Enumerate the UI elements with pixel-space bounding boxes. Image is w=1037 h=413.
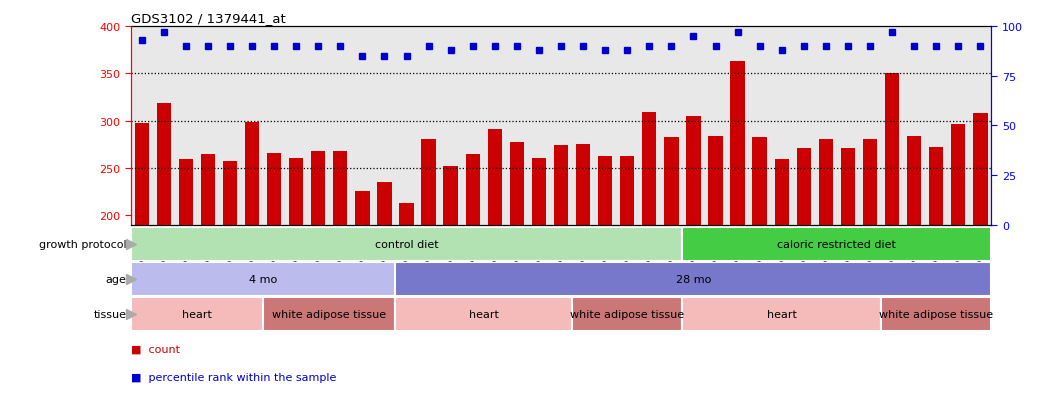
Bar: [642, 113, 656, 225]
Text: heart: heart: [181, 309, 212, 319]
Bar: [973, 114, 987, 225]
Bar: [395, 262, 991, 296]
Bar: [863, 139, 877, 225]
Bar: [421, 140, 436, 225]
Bar: [682, 297, 881, 331]
Bar: [245, 123, 259, 225]
Bar: [131, 227, 682, 261]
Bar: [951, 125, 965, 225]
Bar: [576, 145, 590, 225]
Bar: [682, 227, 991, 261]
Bar: [686, 116, 701, 225]
Bar: [444, 166, 458, 225]
Bar: [818, 140, 833, 225]
Bar: [131, 297, 263, 331]
Text: white adipose tissue: white adipose tissue: [879, 309, 993, 319]
Text: heart: heart: [469, 309, 499, 319]
Bar: [157, 103, 171, 225]
Bar: [753, 137, 766, 225]
Text: growth protocol: growth protocol: [38, 239, 127, 249]
Bar: [131, 262, 395, 296]
Bar: [263, 297, 395, 331]
Bar: [178, 160, 193, 225]
Bar: [907, 136, 921, 225]
Text: tissue: tissue: [93, 309, 127, 319]
Bar: [395, 297, 572, 331]
Bar: [311, 152, 326, 225]
Text: ■  percentile rank within the sample: ■ percentile rank within the sample: [131, 373, 336, 382]
Bar: [885, 74, 899, 225]
Text: age: age: [106, 274, 127, 284]
Text: GDS3102 / 1379441_at: GDS3102 / 1379441_at: [131, 12, 285, 25]
Bar: [796, 149, 811, 225]
Bar: [289, 159, 304, 225]
Bar: [487, 130, 502, 225]
Bar: [510, 143, 524, 225]
Bar: [708, 136, 723, 225]
Bar: [377, 183, 392, 225]
Text: 28 mo: 28 mo: [676, 274, 711, 284]
Bar: [532, 159, 546, 225]
Bar: [135, 124, 149, 225]
Text: control diet: control diet: [374, 239, 439, 249]
Text: 4 mo: 4 mo: [249, 274, 277, 284]
Bar: [572, 297, 682, 331]
Text: white adipose tissue: white adipose tissue: [273, 309, 387, 319]
Text: heart: heart: [766, 309, 796, 319]
Bar: [841, 149, 856, 225]
Bar: [664, 137, 678, 225]
Text: ■  count: ■ count: [131, 344, 179, 354]
Text: caloric restricted diet: caloric restricted diet: [778, 239, 896, 249]
Bar: [223, 162, 237, 225]
Bar: [929, 148, 944, 225]
Bar: [399, 203, 414, 225]
Bar: [333, 152, 347, 225]
Bar: [620, 156, 635, 225]
Text: white adipose tissue: white adipose tissue: [570, 309, 684, 319]
Bar: [466, 154, 480, 225]
Bar: [356, 191, 369, 225]
Bar: [267, 153, 281, 225]
Bar: [775, 160, 789, 225]
Bar: [881, 297, 991, 331]
Bar: [598, 156, 612, 225]
Bar: [201, 154, 215, 225]
Bar: [730, 62, 745, 225]
Bar: [554, 146, 568, 225]
